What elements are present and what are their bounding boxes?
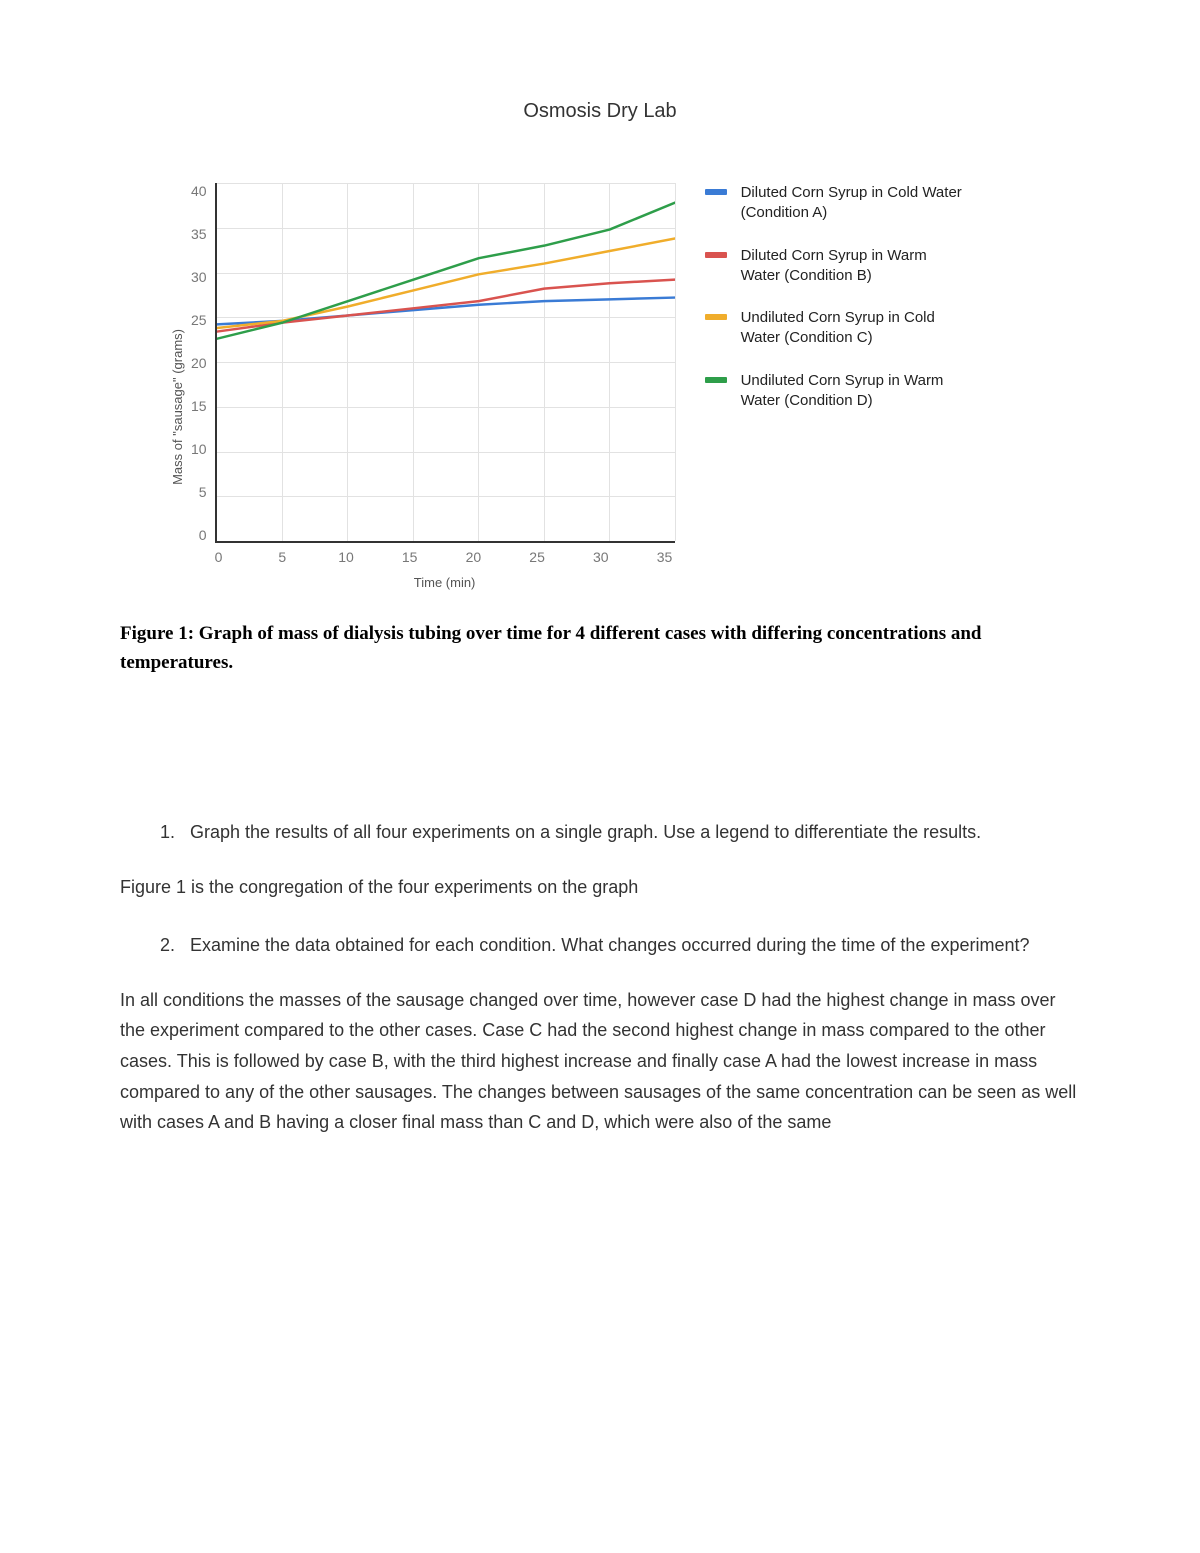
legend-label: Undiluted Corn Syrup in Cold Water (Cond… xyxy=(741,308,965,349)
y-tick: 20 xyxy=(191,355,207,371)
legend-label: Diluted Corn Syrup in Warm Water (Condit… xyxy=(741,246,965,287)
legend-item-a: Diluted Corn Syrup in Cold Water (Condit… xyxy=(705,183,965,224)
legend-item-b: Diluted Corn Syrup in Warm Water (Condit… xyxy=(705,246,965,287)
y-tick: 25 xyxy=(191,312,207,328)
legend-item-d: Undiluted Corn Syrup in Warm Water (Cond… xyxy=(705,371,965,412)
figure-1: Mass of "sausage" (grams) 40 35 30 25 20… xyxy=(170,183,1080,590)
x-tick: 25 xyxy=(527,549,547,565)
document-page: Osmosis Dry Lab Mass of "sausage" (grams… xyxy=(0,0,1200,1553)
y-tick: 10 xyxy=(191,441,207,457)
answer-1: Figure 1 is the congregation of the four… xyxy=(120,872,1080,903)
legend-item-c: Undiluted Corn Syrup in Cold Water (Cond… xyxy=(705,308,965,349)
question-list: Graph the results of all four experiment… xyxy=(120,817,1080,848)
question-2: Examine the data obtained for each condi… xyxy=(180,930,1080,961)
x-tick: 30 xyxy=(591,549,611,565)
y-tick: 5 xyxy=(191,484,207,500)
legend-swatch xyxy=(705,314,727,320)
question-1: Graph the results of all four experiment… xyxy=(180,817,1080,848)
x-tick: 15 xyxy=(400,549,420,565)
body-text: Graph the results of all four experiment… xyxy=(120,817,1080,1138)
legend-label: Diluted Corn Syrup in Cold Water (Condit… xyxy=(741,183,965,224)
plot-area xyxy=(215,183,675,543)
y-axis-label: Mass of "sausage" (grams) xyxy=(170,289,185,485)
y-tick: 40 xyxy=(191,183,207,199)
y-tick: 35 xyxy=(191,226,207,242)
y-tick: 30 xyxy=(191,269,207,285)
legend-swatch xyxy=(705,377,727,383)
legend-swatch xyxy=(705,252,727,258)
x-tick: 20 xyxy=(463,549,483,565)
x-axis-label: Time (min) xyxy=(215,575,675,590)
x-axis-ticks: 0 5 10 15 20 25 30 35 xyxy=(215,549,675,565)
line-chart-svg xyxy=(217,183,675,541)
x-tick: 5 xyxy=(272,549,292,565)
question-list: Examine the data obtained for each condi… xyxy=(120,930,1080,961)
legend-swatch xyxy=(705,189,727,195)
x-tick: 10 xyxy=(336,549,356,565)
x-tick: 35 xyxy=(655,549,675,565)
chart-legend: Diluted Corn Syrup in Cold Water (Condit… xyxy=(705,183,965,433)
page-title: Osmosis Dry Lab xyxy=(120,100,1080,123)
x-tick: 0 xyxy=(209,549,229,565)
figure-caption: Figure 1: Graph of mass of dialysis tubi… xyxy=(120,620,1080,677)
plot-column: 0 5 10 15 20 25 30 35 Time (min) xyxy=(215,183,675,590)
legend-label: Undiluted Corn Syrup in Warm Water (Cond… xyxy=(741,371,965,412)
answer-2: In all conditions the masses of the saus… xyxy=(120,985,1080,1138)
chart-area: Mass of "sausage" (grams) 40 35 30 25 20… xyxy=(170,183,675,590)
y-tick: 15 xyxy=(191,398,207,414)
y-axis-ticks: 40 35 30 25 20 15 10 5 0 xyxy=(191,183,215,543)
y-tick: 0 xyxy=(191,527,207,543)
